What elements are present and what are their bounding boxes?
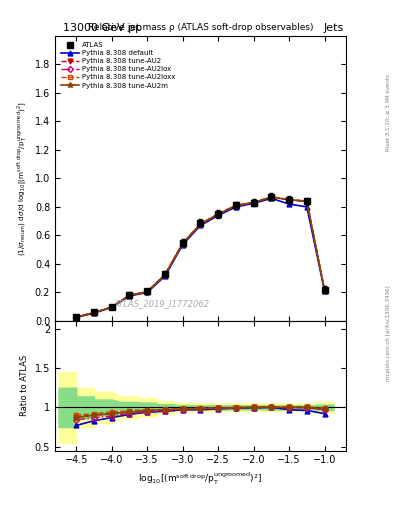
Pythia 8.308 default [74,314,79,321]
Pythia 8.308 tune-AU2m [322,287,327,293]
Pythia 8.308 tune-AU2lox [163,272,167,278]
Text: mcplots.cern.ch [arXiv:1306.3436]: mcplots.cern.ch [arXiv:1306.3436] [386,285,391,380]
Pythia 8.308 tune-AU2 [322,287,327,293]
Pythia 8.308 tune-AU2 [305,198,309,204]
Line: Pythia 8.308 tune-AU2lox: Pythia 8.308 tune-AU2lox [74,195,327,319]
Pythia 8.308 tune-AU2loxx [305,198,309,204]
Pythia 8.308 default [198,222,203,228]
Pythia 8.308 tune-AU2lox [127,292,132,298]
Pythia 8.308 tune-AU2m [145,289,150,295]
Pythia 8.308 tune-AU2lox [109,304,114,310]
Pythia 8.308 tune-AU2loxx [216,210,220,217]
Pythia 8.308 tune-AU2 [269,194,274,200]
Text: Rivet 3.1.10; ≥ 3.4M events: Rivet 3.1.10; ≥ 3.4M events [386,74,391,151]
Y-axis label: $(1/\sigma_{\rm resum})$ d$\sigma$/d log$_{10}$[(m$^{\rm soft\ drop}$/p$_{\rm T}: $(1/\sigma_{\rm resum})$ d$\sigma$/d log… [16,101,29,256]
Pythia 8.308 tune-AU2m [216,211,220,217]
Y-axis label: Ratio to ATLAS: Ratio to ATLAS [20,355,29,416]
Pythia 8.308 default [322,288,327,294]
Pythia 8.308 tune-AU2loxx [322,287,327,293]
Pythia 8.308 tune-AU2 [163,271,167,278]
Pythia 8.308 tune-AU2loxx [127,292,132,298]
Pythia 8.308 default [163,273,167,279]
Pythia 8.308 tune-AU2lox [269,194,274,200]
Pythia 8.308 tune-AU2loxx [269,194,274,200]
Pythia 8.308 tune-AU2lox [322,288,327,294]
Pythia 8.308 tune-AU2m [305,198,309,204]
X-axis label: log$_{10}$[(m$^{\rm soft\ drop}$/p$_{\rm T}^{\rm ungroomed})^2$]: log$_{10}$[(m$^{\rm soft\ drop}$/p$_{\rm… [138,471,263,487]
Line: Pythia 8.308 tune-AU2loxx: Pythia 8.308 tune-AU2loxx [74,195,327,319]
Legend: ATLAS, Pythia 8.308 default, Pythia 8.308 tune-AU2, Pythia 8.308 tune-AU2lox, Py: ATLAS, Pythia 8.308 default, Pythia 8.30… [59,39,178,91]
Pythia 8.308 tune-AU2 [233,202,238,208]
Pythia 8.308 tune-AU2m [92,310,96,316]
Pythia 8.308 tune-AU2loxx [180,240,185,246]
Line: Pythia 8.308 tune-AU2: Pythia 8.308 tune-AU2 [74,195,327,319]
Line: Pythia 8.308 tune-AU2m: Pythia 8.308 tune-AU2m [73,194,327,320]
Pythia 8.308 default [127,293,132,299]
Pythia 8.308 tune-AU2 [74,314,79,320]
Pythia 8.308 tune-AU2 [145,289,150,295]
Pythia 8.308 default [233,204,238,210]
Text: ATLAS_2019_I1772062: ATLAS_2019_I1772062 [113,300,209,308]
Pythia 8.308 default [287,201,292,207]
Title: Relative jet mass ρ (ATLAS soft-drop observables): Relative jet mass ρ (ATLAS soft-drop obs… [88,23,313,32]
Pythia 8.308 tune-AU2 [92,310,96,316]
Pythia 8.308 tune-AU2m [269,194,274,200]
Pythia 8.308 default [145,289,150,295]
Pythia 8.308 default [216,212,220,219]
Pythia 8.308 tune-AU2lox [145,289,150,295]
Pythia 8.308 tune-AU2m [198,221,203,227]
Pythia 8.308 tune-AU2lox [251,200,256,206]
Pythia 8.308 tune-AU2 [109,304,114,310]
Pythia 8.308 tune-AU2lox [305,199,309,205]
Pythia 8.308 tune-AU2lox [180,241,185,247]
Pythia 8.308 default [251,200,256,206]
Pythia 8.308 tune-AU2 [127,292,132,298]
Pythia 8.308 default [180,242,185,248]
Pythia 8.308 tune-AU2 [180,240,185,246]
Pythia 8.308 tune-AU2lox [92,310,96,316]
Pythia 8.308 tune-AU2loxx [163,271,167,278]
Pythia 8.308 tune-AU2m [180,240,185,246]
Pythia 8.308 default [269,195,274,201]
Pythia 8.308 default [109,304,114,310]
Line: Pythia 8.308 default: Pythia 8.308 default [74,196,327,320]
Pythia 8.308 tune-AU2loxx [198,221,203,227]
Pythia 8.308 tune-AU2loxx [92,309,96,315]
Pythia 8.308 tune-AU2 [251,200,256,206]
Pythia 8.308 tune-AU2 [198,221,203,227]
Pythia 8.308 tune-AU2m [109,304,114,310]
Text: Jets: Jets [323,23,344,33]
Pythia 8.308 tune-AU2m [74,314,79,320]
Text: 13000 GeV pp: 13000 GeV pp [63,23,142,33]
Pythia 8.308 tune-AU2lox [74,314,79,320]
Pythia 8.308 tune-AU2 [287,197,292,203]
Pythia 8.308 tune-AU2lox [287,197,292,203]
Pythia 8.308 tune-AU2 [216,211,220,217]
Pythia 8.308 tune-AU2m [163,271,167,278]
Pythia 8.308 tune-AU2lox [198,221,203,227]
Pythia 8.308 tune-AU2loxx [109,304,114,310]
Pythia 8.308 tune-AU2loxx [145,288,150,294]
Pythia 8.308 tune-AU2loxx [74,314,79,320]
Pythia 8.308 tune-AU2loxx [233,202,238,208]
Pythia 8.308 tune-AU2lox [216,211,220,218]
Pythia 8.308 tune-AU2m [251,200,256,206]
Pythia 8.308 default [305,204,309,210]
Pythia 8.308 tune-AU2m [127,292,132,298]
Pythia 8.308 tune-AU2m [233,202,238,208]
Pythia 8.308 tune-AU2loxx [287,197,292,203]
Pythia 8.308 tune-AU2m [287,197,292,203]
Pythia 8.308 tune-AU2loxx [251,199,256,205]
Pythia 8.308 tune-AU2lox [233,203,238,209]
Pythia 8.308 default [92,310,96,316]
